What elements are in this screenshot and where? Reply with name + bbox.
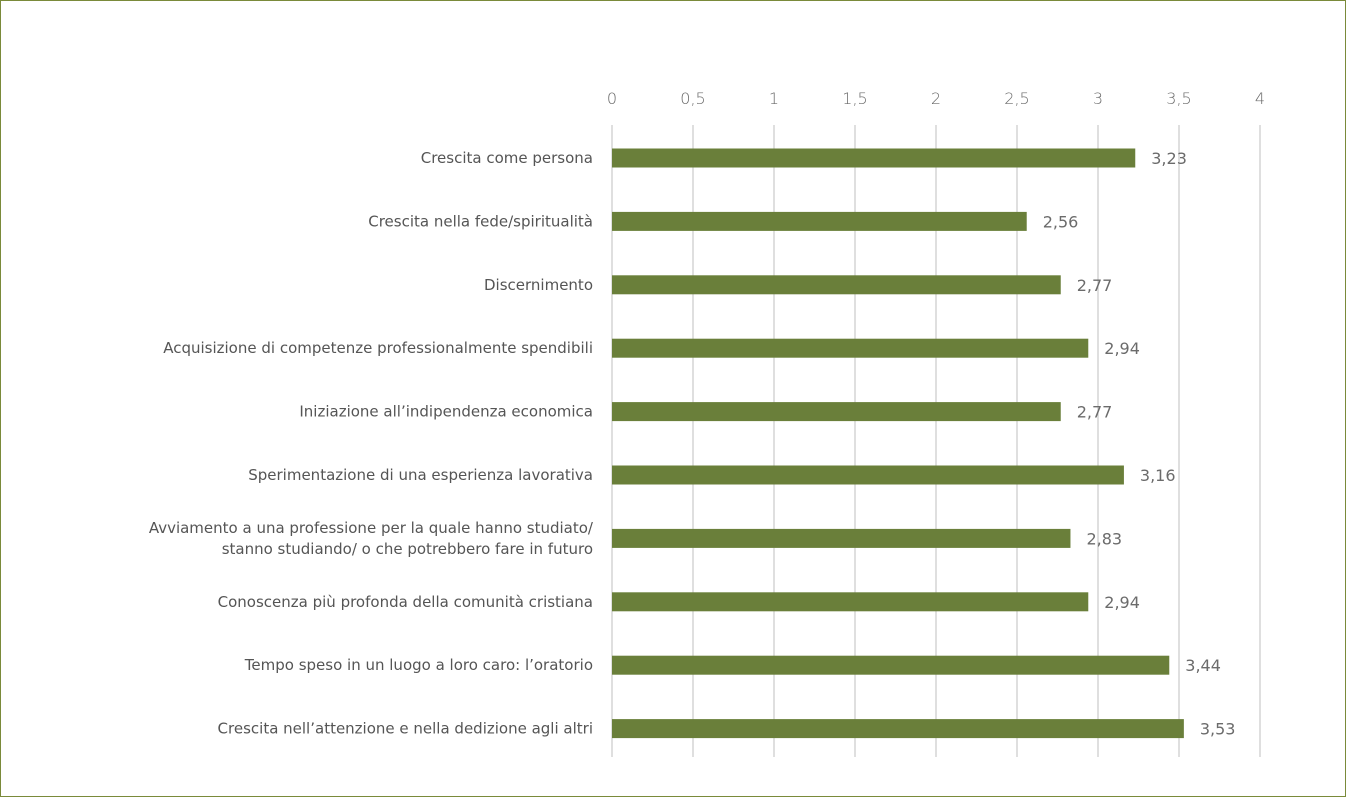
x-tick-label: 2 [931, 89, 941, 108]
value-label: 2,94 [1104, 339, 1140, 358]
bar [612, 275, 1061, 295]
value-label: 2,77 [1077, 276, 1113, 295]
bar [612, 719, 1184, 739]
value-label: 2,77 [1077, 403, 1113, 422]
value-label: 3,53 [1200, 720, 1236, 739]
x-tick-label: 3,5 [1166, 89, 1191, 108]
value-label: 2,83 [1086, 529, 1122, 548]
bar [612, 592, 1089, 612]
x-tick-label: 0 [607, 89, 617, 108]
axis-tick-labels: 0 0,5 1 1,5 2 2,5 3 3,5 4 [607, 89, 1265, 108]
category-label: Crescita nella fede/spiritualità [368, 212, 593, 230]
value-label: 2,94 [1104, 593, 1140, 612]
category-labels: Crescita come persona Crescita nella fede… [149, 149, 594, 738]
x-tick-label: 4 [1255, 89, 1265, 108]
x-tick-label: 0,5 [680, 89, 705, 108]
value-label: 3,23 [1151, 149, 1187, 168]
bar [612, 338, 1089, 358]
bars [612, 148, 1184, 739]
bar [612, 148, 1136, 168]
category-label: Discernimento [484, 276, 593, 294]
category-label: Conoscenza più profonda della comunità c… [218, 593, 593, 611]
bar [612, 211, 1027, 231]
bar [612, 402, 1061, 422]
category-label: Tempo speso in un luogo a loro caro: l’o… [244, 656, 593, 674]
category-label: Avviamento a una professione per la qual… [149, 519, 594, 537]
category-label: Iniziazione all’indipendenza economica [299, 403, 593, 421]
category-label: stanno studiando/ o che potrebbero fare … [222, 540, 593, 558]
value-labels: 3,23 2,56 2,77 2,94 2,77 3,16 2,83 2,94 3,44 3,53 [1043, 149, 1236, 739]
value-label: 2,56 [1043, 212, 1079, 231]
category-label: Crescita nell’attenzione e nella dedizio… [218, 720, 593, 738]
x-tick-label: 3 [1093, 89, 1103, 108]
value-label: 3,16 [1140, 466, 1176, 485]
category-label: Acquisizione di competenze professionalm… [163, 339, 593, 357]
bar [612, 465, 1124, 485]
x-tick-label: 1 [769, 89, 779, 108]
bar [612, 655, 1170, 675]
category-label: Crescita come persona [421, 149, 593, 167]
x-tick-label: 1,5 [842, 89, 867, 108]
category-label: Sperimentazione di una esperienza lavora… [248, 466, 593, 484]
x-tick-label: 2,5 [1004, 89, 1029, 108]
value-label: 3,44 [1185, 656, 1221, 675]
bar [612, 528, 1071, 548]
